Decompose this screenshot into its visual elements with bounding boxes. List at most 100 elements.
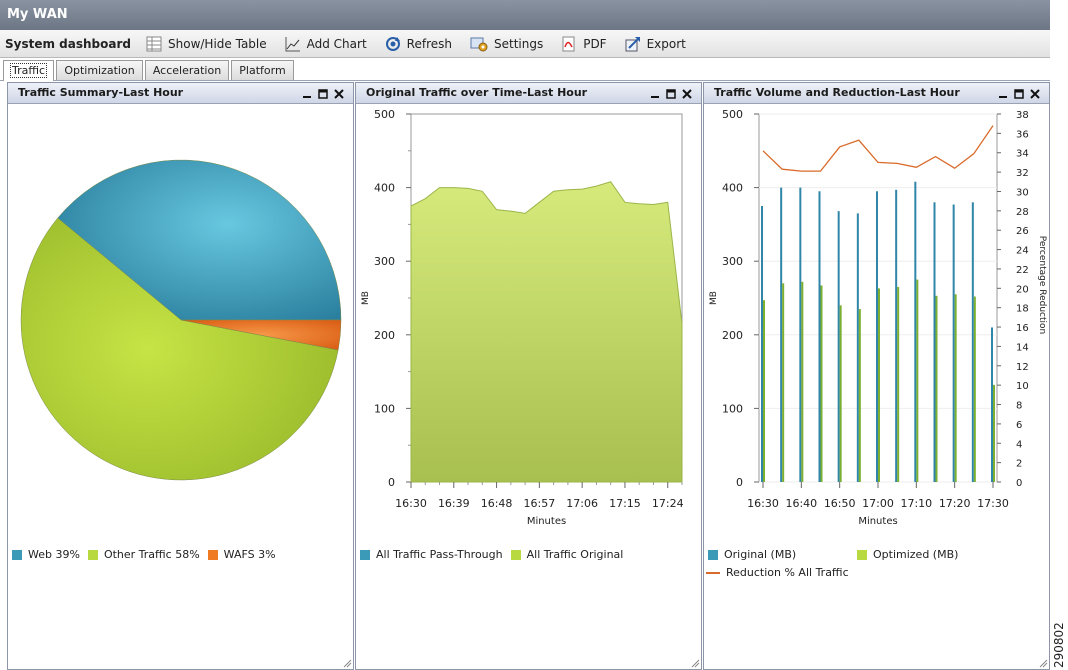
export-button[interactable]: Export [617, 33, 694, 55]
y-tick-label: 500 [374, 108, 395, 121]
legend-wafs: WAFS 3% [223, 548, 276, 561]
refresh-button[interactable]: Refresh [377, 33, 460, 55]
legend-swatch-original [510, 549, 521, 560]
area-series-original [410, 181, 683, 483]
maximize-icon[interactable] [1011, 86, 1027, 102]
y-tick-label: 500 [722, 108, 743, 121]
y2-tick-label: 4 [1016, 439, 1022, 450]
bar-chart: 0100200300400500024681012141618202224262… [709, 108, 1047, 527]
tab-acceleration-label: Acceleration [152, 64, 222, 77]
table-icon [146, 36, 162, 51]
legend-reduction: Reduction % All Traffic [726, 566, 849, 579]
legend-swatch-pass-through [360, 549, 370, 560]
traffic-summary-panel: Traffic Summary-Last Hour Web 39% Other … [7, 82, 354, 670]
pdf-button[interactable]: PDF [553, 33, 614, 55]
resize-grip-icon[interactable] [342, 658, 352, 668]
traffic-volume-panel: Traffic Volume and Reduction-Last Hour 0… [703, 82, 1050, 670]
legend-original-mb: Original (MB) [724, 548, 797, 561]
window-title: My WAN [0, 0, 1050, 30]
area-legend: All Traffic Pass-Through All Traffic Ori… [360, 548, 623, 561]
x-tick-label: 16:57 [524, 497, 556, 510]
bar-optimized [782, 283, 785, 482]
refresh-label: Refresh [406, 36, 452, 51]
minimize-icon[interactable] [995, 86, 1011, 102]
bar-legend-reduction: Reduction % All Traffic [706, 566, 849, 579]
y2-tick-label: 36 [1016, 129, 1029, 140]
bar-optimized [954, 294, 957, 482]
panel-title[interactable]: Traffic Volume and Reduction-Last Hour [704, 83, 1049, 104]
bar-legend-optimized: Optimized (MB) [857, 548, 958, 561]
tab-traffic-label: Traffic [9, 63, 48, 78]
tab-traffic[interactable]: Traffic [3, 60, 54, 81]
y-tick-label: 400 [722, 182, 743, 195]
add-chart-label: Add Chart [306, 36, 367, 51]
pie-legend: Web 39% Other Traffic 58% WAFS 3% [12, 548, 276, 561]
y2-tick-label: 2 [1016, 459, 1022, 470]
maximize-icon[interactable] [663, 86, 679, 102]
x-tick-label: 17:06 [566, 497, 598, 510]
chart-icon [285, 36, 300, 51]
y-axis-label: MB [709, 291, 719, 305]
legend-swatch-other [87, 549, 98, 560]
close-icon[interactable] [331, 86, 347, 102]
bar-optimized [935, 295, 938, 482]
y-tick-label: 200 [722, 329, 743, 342]
close-icon[interactable] [679, 86, 695, 102]
tab-platform-label: Platform [239, 64, 286, 77]
legend-web: Web 39% [28, 548, 80, 561]
maximize-icon[interactable] [315, 86, 331, 102]
y-tick-label: 0 [736, 476, 743, 489]
y2-tick-label: 8 [1016, 401, 1022, 412]
bar-optimized [973, 296, 976, 482]
tab-acceleration[interactable]: Acceleration [145, 60, 229, 80]
export-label: Export [646, 36, 686, 51]
bar-optimized [858, 309, 861, 482]
legend-swatch-reduction [706, 571, 720, 574]
x-tick-label: 17:10 [900, 497, 932, 510]
settings-label: Settings [493, 36, 544, 51]
y2-tick-label: 20 [1016, 284, 1029, 295]
x-tick-label: 16:40 [785, 497, 817, 510]
panel-title[interactable]: Traffic Summary-Last Hour [8, 83, 353, 104]
minimize-icon[interactable] [299, 86, 315, 102]
x-tick-label: 16:30 [747, 497, 779, 510]
bar-original [761, 206, 763, 482]
x-tick-label: 16:50 [824, 497, 856, 510]
x-tick-label: 17:15 [609, 497, 641, 510]
legend-other: Other Traffic 58% [103, 548, 200, 561]
legend-pass-through: All Traffic Pass-Through [376, 548, 503, 561]
legend-swatch-web [12, 549, 22, 560]
y-tick-label: 0 [388, 476, 395, 489]
x-tick-label: 16:48 [481, 497, 513, 510]
y2-tick-label: 24 [1016, 246, 1029, 257]
x-axis-label: Minutes [527, 516, 566, 527]
x-axis-label: Minutes [858, 516, 897, 527]
y2-tick-label: 18 [1016, 304, 1029, 315]
y2-tick-label: 14 [1016, 342, 1029, 353]
toolbar: System dashboard Show/Hide Table Add Cha… [0, 30, 1050, 58]
y-tick-label: 200 [374, 329, 395, 342]
bar-optimized [801, 281, 804, 482]
show-hide-table-button[interactable]: Show/Hide Table [138, 33, 275, 55]
y2-tick-label: 12 [1016, 362, 1029, 373]
panel-title[interactable]: Original Traffic over Time-Last Hour [356, 83, 701, 104]
resize-grip-icon[interactable] [690, 658, 700, 668]
minimize-icon[interactable] [647, 86, 663, 102]
add-chart-button[interactable]: Add Chart [277, 33, 375, 55]
close-icon[interactable] [1027, 86, 1043, 102]
legend-swatch-wafs [207, 549, 218, 560]
panel-controls [995, 83, 1043, 104]
x-tick-label: 17:24 [652, 497, 684, 510]
bar-original [799, 187, 802, 482]
x-tick-label: 16:30 [395, 497, 427, 510]
tab-optimization[interactable]: Optimization [56, 60, 143, 80]
tab-platform[interactable]: Platform [231, 60, 294, 80]
y2-tick-label: 22 [1016, 265, 1029, 276]
bar-optimized [993, 384, 995, 482]
settings-button[interactable]: Settings [462, 33, 551, 55]
bar-original [895, 189, 898, 483]
bar-original [971, 202, 974, 482]
resize-grip-icon[interactable] [1038, 658, 1048, 668]
pdf-icon [562, 36, 575, 51]
bar-legend-original: Original (MB) [708, 548, 796, 561]
